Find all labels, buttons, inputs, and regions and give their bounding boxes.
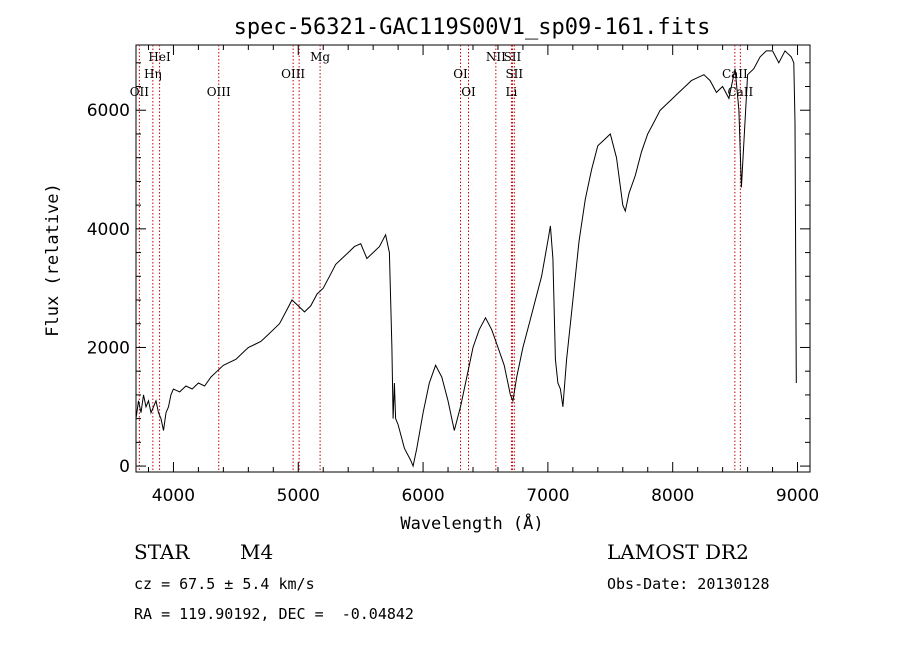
emission-line-label: OII [130, 85, 150, 99]
plot-frame [135, 44, 811, 473]
coordinates: RA = 119.90192, DEC = -0.04842 [134, 605, 414, 623]
emission-line-label: SII [504, 50, 522, 64]
y-tick-label: 0 [119, 457, 130, 477]
emission-line-label: OIII [207, 85, 231, 99]
emission-line-label: NII [486, 50, 506, 64]
y-tick-label: 6000 [87, 101, 130, 121]
y-tick-label: 2000 [87, 338, 130, 358]
x-axis-ticks: 4000 5000 6000 7000 8000 9000 [147, 45, 819, 506]
x-tick-label: 4000 [152, 486, 195, 506]
x-tick-label: 6000 [401, 486, 444, 506]
emission-line-label: HeI [148, 50, 171, 64]
object-subclass: M4 [240, 540, 274, 564]
x-tick-label: 5000 [277, 486, 320, 506]
spectrum-series-line [135, 50, 797, 468]
survey-name: LAMOST DR2 [607, 540, 749, 564]
object-class: STAR [134, 540, 190, 564]
x-axis-label: Wavelength (Å) [400, 512, 543, 534]
redshift-velocity: cz = 67.5 ± 5.4 km/s [134, 575, 315, 593]
y-axis-ticks: 0 2000 4000 6000 [87, 62, 810, 477]
observation-date: Obs-Date: 20130128 [607, 575, 770, 593]
emission-line-label: OIII [281, 67, 305, 81]
emission-line-label: Hη [144, 67, 162, 81]
emission-line-labels: OIIHηHeIOIIIOIIIMgOIOINIISIISIILiCaIICaI… [130, 50, 754, 99]
emission-line-label: SII [505, 67, 523, 81]
x-tick-label: 9000 [776, 486, 819, 506]
emission-line-markers [138, 45, 741, 472]
emission-line-label: OI [453, 67, 468, 81]
emission-line-label: OI [461, 85, 476, 99]
emission-line-label: Mg [310, 50, 330, 64]
x-tick-label: 7000 [526, 486, 569, 506]
emission-line-label: Li [506, 85, 518, 99]
x-tick-label: 8000 [651, 486, 694, 506]
emission-line-label: CaII [722, 67, 748, 81]
y-axis-label: Flux (relative) [43, 183, 63, 337]
y-tick-label: 4000 [87, 220, 130, 240]
chart-title: spec-56321-GAC119S00V1_sp09-161.fits [234, 15, 711, 40]
